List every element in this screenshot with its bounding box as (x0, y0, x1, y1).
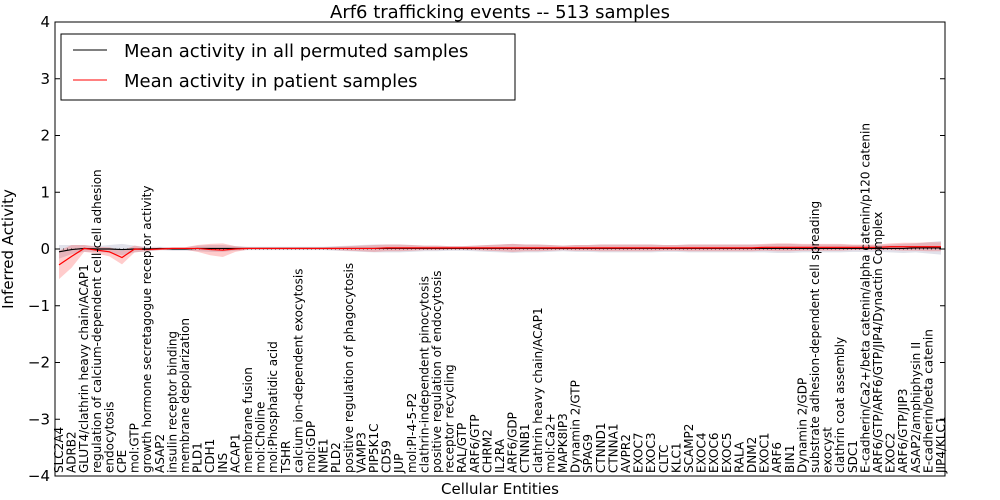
category-label: INS (216, 453, 230, 473)
series-line-patient (58, 246, 941, 266)
category-label: ARF6/GTP/JIP3 (896, 388, 910, 473)
category-label: PLD2 (329, 442, 343, 473)
category-label: CTNNB1 (518, 423, 532, 473)
category-label: EXOC7 (632, 433, 646, 474)
category-label: PIP5K1C (367, 423, 381, 473)
category-label: receptor recycling (443, 364, 457, 473)
category-label: EXOC3 (644, 433, 658, 474)
y-tick-label: −2 (28, 354, 50, 372)
category-label: GLUT4/clathrin heavy chain/ACAP1 (77, 264, 91, 473)
y-tick-label: −1 (28, 297, 50, 315)
category-label: ARF6/GTP (468, 414, 482, 473)
category-label: clathrin-independent pinocytosis (417, 276, 431, 473)
y-tick-label: 0 (40, 240, 50, 258)
category-label: ARF6 (770, 442, 784, 473)
category-label: growth hormone secretagogue receptor act… (140, 186, 154, 473)
legend-frame (60, 33, 516, 101)
category-label: EXOC1 (758, 433, 772, 474)
category-label: exocyst (821, 427, 835, 473)
category-label: membrane fusion (241, 367, 255, 473)
category-label: positive regulation of endocytosis (430, 270, 444, 473)
category-label: CTNNA1 (606, 423, 620, 473)
y-tick-label: −4 (28, 467, 50, 485)
x-axis-label: Cellular Entities (441, 480, 559, 498)
band-permuted (59, 241, 941, 259)
y-tick-label: 4 (40, 13, 50, 31)
category-label: mol:Phosphatidic acid (266, 341, 280, 473)
category-label: VAMP3 (354, 432, 368, 473)
category-label: TSHR (279, 441, 293, 474)
chart-title: Arf6 trafficking events -- 513 samples (330, 2, 670, 23)
category-label: positive regulation of phagocytosis (342, 263, 356, 473)
category-label: ASAP2 (153, 434, 167, 473)
series-lines (58, 246, 941, 266)
category-label: EXOC2 (884, 433, 898, 474)
category-label: membrane depolarization (178, 318, 192, 473)
y-tick-label: 3 (40, 70, 50, 88)
category-label: MAPK8IP3 (556, 413, 570, 473)
category-label: NME1 (317, 438, 331, 473)
category-label: ADRB2 (65, 431, 79, 473)
category-label: SPAG9 (581, 434, 595, 473)
category-label: JUP (392, 453, 406, 474)
category-label: CLTC (657, 445, 671, 473)
y-tick-label: −3 (28, 410, 50, 428)
category-label: mol:Ca2+ (543, 413, 557, 473)
legend-label-patient: Mean activity in patient samples (124, 71, 418, 92)
category-label: mol:GTP (128, 423, 142, 473)
category-label: endocytosis (102, 401, 116, 473)
category-label: SCAMP2 (682, 424, 696, 473)
category-label: mol:GDP (304, 421, 318, 473)
category-label: ARF6/GTP/ARF6/GTP/JIP4/Dynactin Complex (871, 212, 885, 473)
category-label: insulin receptor binding (165, 331, 179, 473)
y-tick-label: 2 (40, 127, 50, 145)
category-label: KLC1 (669, 442, 683, 473)
category-label: SDC1 (846, 440, 860, 473)
category-label: clathrin coat assembly (833, 337, 847, 473)
category-label: ARF6/GDP (506, 412, 520, 473)
category-label: EXOC6 (707, 433, 721, 474)
y-axis: −4 −3 −2 −1 0 1 2 3 4 (28, 13, 945, 485)
category-label: EXOC4 (695, 433, 709, 474)
category-label: CDH1 (203, 439, 217, 473)
category-label: E-cadherin/beta catenin (921, 329, 935, 473)
category-label: Dynamin 2/GTP (569, 380, 583, 473)
category-label: CD59 (380, 440, 394, 473)
category-label: RAL/GTP (455, 423, 469, 473)
category-label: BIN1 (783, 445, 797, 473)
category-label: ASAP2/amphiphysin II (909, 342, 923, 473)
category-label: calcium ion-dependent exocytosis (291, 269, 305, 474)
category-label: CTNND1 (594, 422, 608, 473)
category-label: Dynamin 2/GDP (795, 378, 809, 473)
category-label: regulation of calcium-dependent cell-cel… (90, 169, 104, 473)
category-label: CHRM2 (480, 429, 494, 473)
confidence-bands (59, 241, 941, 280)
band-patient (59, 242, 941, 280)
category-label: mol:Choline (254, 402, 268, 473)
category-label: ACAP1 (228, 434, 242, 473)
category-label: JIP4/KLC1 (934, 416, 948, 474)
category-label: E-cadherin/Ca2+/beta catenin/alpha caten… (858, 123, 872, 473)
category-label: IL2RA (493, 438, 507, 473)
category-label: EXOC5 (720, 433, 734, 474)
y-axis-label: Inferred Activity (0, 189, 17, 309)
category-label: mol:PI-4-5-P2 (405, 393, 419, 473)
category-label: RALA (732, 441, 746, 473)
y-tick-label: 1 (40, 183, 50, 201)
category-label: AVPR2 (619, 434, 633, 473)
category-label: clathrin heavy chain/ACAP1 (531, 307, 545, 473)
category-label: PLD1 (191, 442, 205, 473)
legend: Mean activity in all permuted samples Me… (60, 33, 516, 101)
category-label: CPE (115, 450, 129, 473)
category-label: substrate adhesion-dependent cell spread… (808, 201, 822, 473)
category-label: DNM2 (745, 437, 759, 473)
legend-label-permuted: Mean activity in all permuted samples (124, 41, 468, 62)
